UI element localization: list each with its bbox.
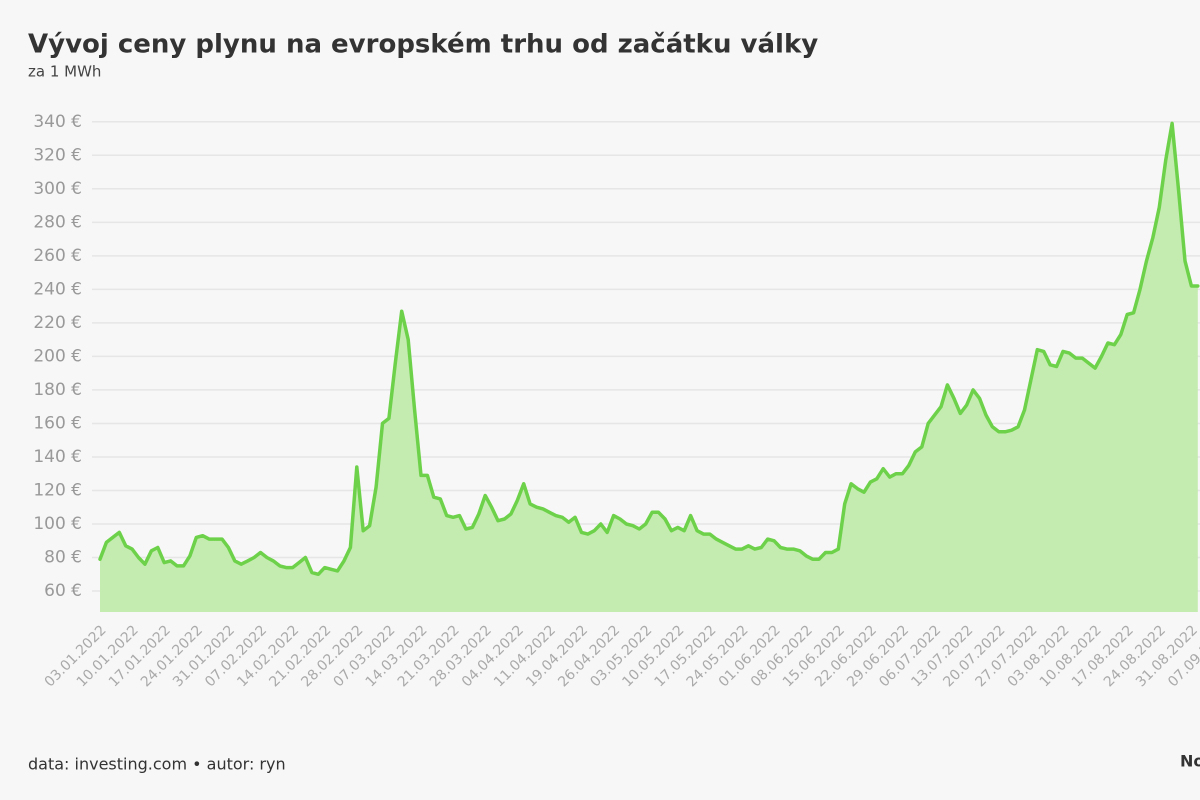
y-tick-label: 260 € <box>33 246 82 266</box>
y-tick-label: 120 € <box>33 480 82 500</box>
y-tick-label: 240 € <box>33 279 82 299</box>
area <box>100 123 1198 613</box>
y-tick-label: 60 € <box>44 581 82 601</box>
chart-subtitle: za 1 MWh <box>28 63 101 81</box>
y-tick-label: 280 € <box>33 212 82 232</box>
y-tick-label: 300 € <box>33 179 82 199</box>
y-tick-label: 180 € <box>33 380 82 400</box>
y-tick-label: 200 € <box>33 346 82 366</box>
y-tick-label: 160 € <box>33 413 82 433</box>
y-tick-label: 320 € <box>33 145 82 165</box>
y-tick-label: 340 € <box>33 112 82 132</box>
y-tick-label: 80 € <box>44 548 82 568</box>
brand: No <box>1180 752 1200 771</box>
chart-title: Vývoj ceny plynu na evropském trhu od za… <box>28 30 818 60</box>
y-tick-label: 140 € <box>33 447 82 467</box>
y-tick-label: 220 € <box>33 313 82 333</box>
line <box>98 121 1200 577</box>
footer-source: data: investing.com • autor: ryn <box>28 755 286 774</box>
y-tick-label: 100 € <box>33 514 82 534</box>
